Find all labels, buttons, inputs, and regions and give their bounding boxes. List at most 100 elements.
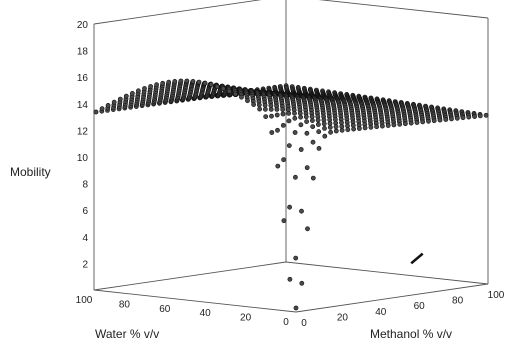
surface-point	[268, 107, 274, 112]
surface-point	[280, 111, 286, 117]
surface-point	[257, 106, 262, 112]
y-axis-title: Methanol % v/v	[370, 327, 452, 341]
surface-point	[333, 128, 339, 134]
z-tick-label: 16	[77, 73, 89, 84]
surface-point	[426, 118, 431, 124]
surface-point	[356, 126, 362, 131]
surface-point	[142, 86, 147, 91]
surface-point	[274, 107, 280, 112]
surface-point	[304, 165, 310, 171]
surface-point	[281, 218, 287, 224]
surface-point	[226, 88, 232, 94]
surface-point	[184, 78, 190, 84]
surface-point	[280, 123, 286, 128]
surface-point	[178, 78, 184, 84]
surface-point	[292, 174, 298, 180]
surface-point	[310, 139, 316, 145]
surface-point	[420, 119, 426, 125]
surface-point	[135, 88, 141, 94]
surface-point	[262, 102, 268, 108]
surface-point	[339, 127, 345, 133]
surface-point	[351, 126, 356, 132]
surface-point	[315, 117, 321, 123]
surface-point	[316, 129, 322, 135]
surface-point	[208, 82, 214, 87]
surface-mesh	[93, 78, 489, 311]
surface-point	[460, 115, 466, 121]
y-tick-label: 60	[414, 301, 426, 312]
surface-point	[154, 82, 159, 88]
surface-point	[239, 94, 244, 100]
surface-point	[391, 122, 397, 128]
surface-point	[105, 103, 111, 108]
surface-point	[232, 91, 238, 97]
surface-point	[397, 121, 403, 127]
surface-point	[263, 114, 269, 119]
surface-point	[362, 125, 368, 131]
surface-point	[275, 127, 280, 133]
surface-point	[269, 113, 274, 119]
surface-point	[327, 125, 333, 130]
surface-point	[321, 121, 327, 127]
box-edge	[93, 289, 297, 313]
surface-point	[339, 124, 345, 129]
z-tick-label: 14	[77, 100, 89, 111]
surface-point	[274, 112, 280, 118]
surface-point	[310, 175, 316, 181]
tick-labels: 2 4 6 8 10 12 14 16 18 20 0 20 40 60 80 100 0 20 40 60 80 100	[76, 20, 505, 329]
x-tick-label: 0	[283, 317, 289, 328]
surface-point	[298, 147, 304, 152]
surface-point	[196, 79, 202, 85]
surface-point	[214, 84, 220, 89]
surface-point	[309, 114, 315, 120]
z-tick-label: 12	[77, 126, 89, 137]
surface-point	[477, 113, 483, 119]
surface-point	[304, 130, 310, 136]
surface-point	[303, 114, 309, 120]
surface-point	[281, 157, 286, 163]
z-tick-label: 20	[77, 20, 89, 31]
surface-point	[286, 118, 292, 124]
surface-point	[310, 124, 316, 129]
surface-point	[379, 123, 385, 129]
x-tick-label: 60	[159, 304, 171, 315]
surface-point	[345, 127, 351, 133]
box-edge	[318, 0, 489, 19]
surface-point	[166, 79, 172, 85]
surface-point	[298, 122, 304, 128]
surface-point	[286, 111, 292, 116]
x-tick-label: 40	[200, 308, 212, 319]
surface-point	[408, 120, 414, 126]
surface-point	[454, 115, 460, 121]
surface-point	[449, 116, 454, 122]
surface-point	[287, 204, 292, 210]
surface-point	[483, 112, 489, 118]
surface-point	[293, 255, 299, 261]
surface-point	[129, 91, 135, 96]
surface-point	[292, 130, 298, 135]
surface-point	[245, 98, 250, 104]
surface-point	[123, 93, 129, 99]
surface-point	[402, 121, 408, 127]
surface-point	[443, 117, 449, 122]
surface-point	[280, 107, 286, 112]
surface-point	[111, 99, 117, 105]
surface-point	[190, 79, 196, 84]
z-axis-title: Mobility	[10, 165, 51, 179]
surface-point	[322, 125, 327, 131]
axes-box	[93, 0, 489, 313]
surface-point	[256, 102, 262, 108]
surface-point	[172, 79, 178, 84]
z-tick-label: 18	[77, 47, 89, 58]
surface-point	[117, 96, 123, 102]
x-tick-label: 100	[76, 295, 93, 306]
surface-point	[327, 121, 333, 126]
surface-point	[202, 80, 208, 86]
surface-point	[304, 119, 309, 124]
z-tick-label: 8	[82, 180, 88, 191]
z-tick-label: 2	[82, 259, 88, 270]
surface-point	[466, 114, 472, 120]
surface-point	[437, 117, 443, 123]
